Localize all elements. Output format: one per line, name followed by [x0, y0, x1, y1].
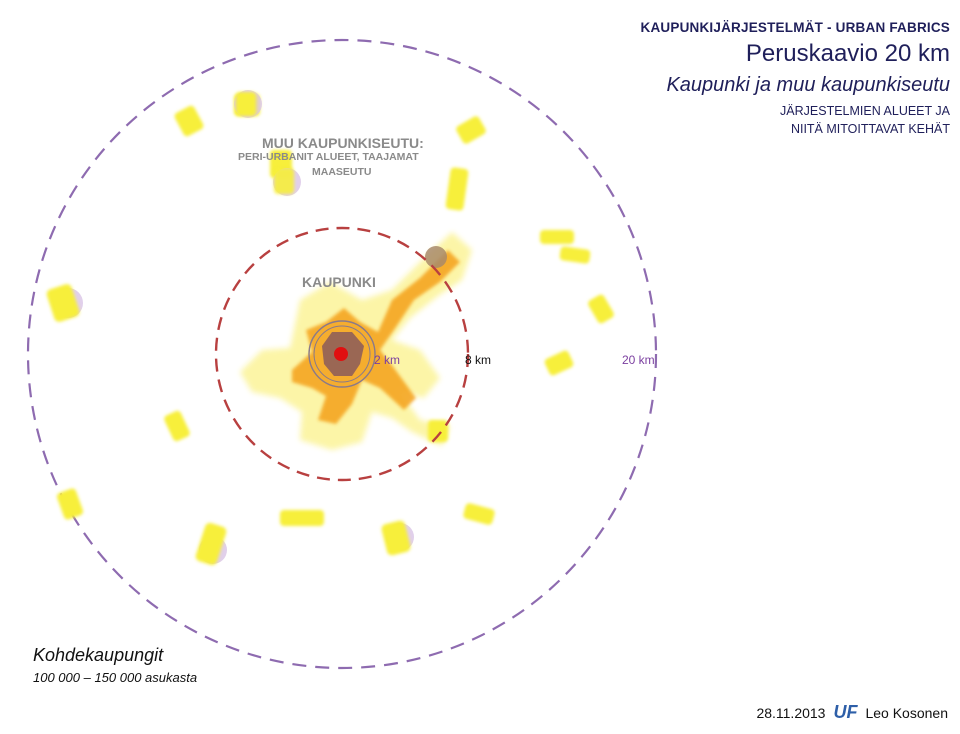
- outer-ring-20km: [26, 38, 658, 670]
- footer-subtitle: 100 000 – 150 000 asukasta: [33, 670, 198, 685]
- satellite-blob: [540, 230, 574, 244]
- satellite-blob: [544, 350, 574, 376]
- ring-label-2km: 2 km: [374, 353, 401, 367]
- outer-region-label-line3: MAASEUTU: [312, 166, 372, 178]
- satellite-blob: [46, 284, 80, 322]
- satellite-blob: [164, 410, 190, 442]
- satellite-blob: [559, 246, 591, 264]
- satellite-blob: [463, 503, 495, 525]
- satellite-blob: [195, 522, 227, 566]
- ring-label-8km: 8 km: [465, 353, 492, 367]
- satellite-blob: [428, 420, 448, 442]
- page-subtitle: Kaupunki ja muu kaupunkiseutu: [666, 74, 950, 96]
- description-line-2: NIITÄ MITOITTAVAT KEHÄT: [790, 122, 950, 136]
- city-region-label: KAUPUNKI: [302, 274, 376, 290]
- satellite-blob: [456, 116, 486, 144]
- outer-region-label-line2: PERI-URBANIT ALUEET, TAAJAMAT: [238, 151, 419, 163]
- outer-region-label-title: MUU KAUPUNKISEUTU:: [262, 135, 424, 151]
- satellite-blob: [274, 168, 294, 194]
- page-title: Peruskaavio 20 km: [745, 40, 950, 67]
- inner-ring-2km: [308, 320, 376, 388]
- satellite-centre: [425, 246, 447, 268]
- description-line-1: JÄRJESTELMIEN ALUEET JA: [780, 104, 950, 118]
- satellite-centres: [46, 90, 447, 566]
- date-label: 28.11.2013: [756, 705, 826, 721]
- satellite-blob: [588, 294, 614, 324]
- footer-title: Kohdekaupungit: [33, 645, 164, 665]
- series-title: KAUPUNKIJÄRJESTELMÄT - URBAN FABRICS: [640, 20, 950, 35]
- satellite-blob: [280, 510, 324, 526]
- middle-ring-8km: [214, 226, 470, 482]
- city-centre-marker: [334, 347, 348, 361]
- inner-ring-2km-secondary: [313, 325, 371, 383]
- author-name: Leo Kosonen: [865, 705, 948, 721]
- satellite-blob: [381, 520, 411, 556]
- ring-label-20km: 20 km: [622, 353, 655, 367]
- uf-logo: UF: [833, 702, 858, 722]
- satellite-blob: [236, 92, 256, 116]
- satellite-blob: [56, 488, 84, 520]
- satellite-blob: [445, 167, 469, 211]
- satellite-blob: [174, 105, 204, 137]
- credit-line: 28.11.2013 UF Leo Kosonen: [756, 702, 948, 723]
